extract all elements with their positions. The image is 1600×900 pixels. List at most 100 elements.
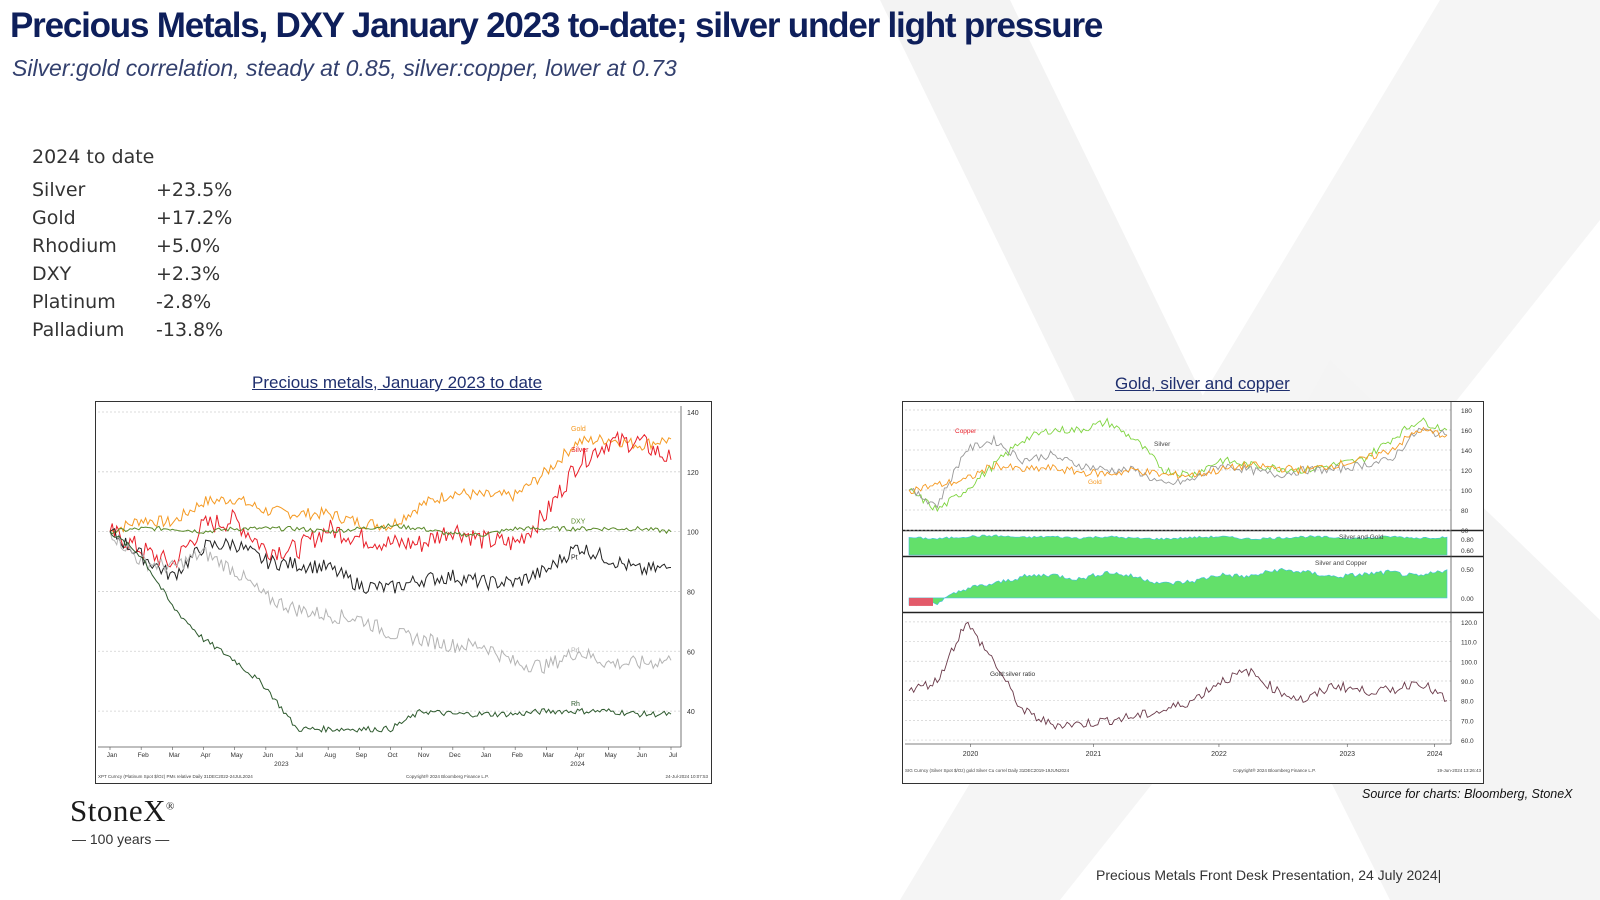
y-tick-label: 80 (1461, 508, 1469, 515)
ytd-name: Gold (32, 207, 76, 229)
y-tick-label: 110.0 (1461, 640, 1477, 647)
ytd-row: DXY +2.3% (32, 260, 232, 288)
series-label: Silver (571, 447, 589, 454)
panel-label: Silver and Copper (1315, 560, 1368, 567)
y-tick-label: 0.80 (1461, 537, 1474, 544)
panel-label: Gold:silver ratio (990, 671, 1036, 678)
y-tick-label: 60.0 (1461, 738, 1474, 745)
logo-subtitle: — 100 years — (72, 831, 170, 847)
y-tick-label: 120 (687, 470, 699, 477)
y-tick-label: 80.0 (1461, 699, 1474, 706)
x-tick-label: 2023 (1339, 751, 1355, 758)
ytd-row: Palladium -13.8% (32, 316, 232, 344)
x-tick-label: Dec (449, 752, 461, 759)
y-tick-label: 60 (1461, 528, 1469, 535)
ytd-table: 2024 to date Silver +23.5% Gold +17.2% Rhodi… (32, 146, 232, 344)
series-line-copper (908, 417, 1448, 513)
ytd-value: +2.3% (156, 263, 221, 285)
series-line-gold (908, 426, 1448, 495)
x-tick-label: Jan (481, 752, 492, 759)
x-tick-label: 2021 (1086, 751, 1102, 758)
footer-text: Precious Metals Front Desk Presentation,… (1096, 867, 1442, 883)
series-label: Gold (571, 426, 586, 433)
stonex-logo: StoneX® — 100 years — (70, 793, 175, 847)
y-tick-label: 60 (687, 649, 695, 656)
ytd-name: Platinum (32, 291, 116, 313)
series-line-ratio (908, 621, 1448, 730)
year-label: 2024 (570, 761, 585, 768)
series-label: Silver (1154, 441, 1171, 448)
chart-footer: Copyright® 2024 Bloomberg Finance L.P. (406, 773, 489, 779)
page-title: Precious Metals, DXY January 2023 to-dat… (10, 6, 1103, 45)
series-label: Pt (571, 555, 578, 562)
x-tick-label: 2020 (963, 751, 979, 758)
ytd-row: Rhodium +5.0% (32, 232, 232, 260)
chart-footer: 24-Jul-2024 10:07:53 (665, 774, 708, 779)
x-tick-label: Jul (295, 752, 304, 759)
x-tick-label: Sep (356, 752, 368, 759)
x-tick-label: 2022 (1211, 751, 1227, 758)
x-tick-label: Nov (418, 752, 430, 759)
ytd-value: -2.8% (156, 291, 212, 313)
series-line-gold (109, 433, 672, 536)
ytd-name: Silver (32, 179, 86, 201)
series-label: DXY (571, 519, 586, 526)
chart-footer: SIG Curncy (Silver Spot $/Oz) gold Silve… (905, 768, 1070, 773)
y-tick-label: 100 (687, 530, 699, 537)
chart1-title: Precious metals, January 2023 to date (252, 373, 543, 392)
x-tick-label: Mar (169, 752, 181, 759)
page-subtitle: Silver:gold correlation, steady at 0.85,… (12, 55, 677, 81)
chart-footer: 19-Jun-2024 13:26:43 (1437, 768, 1482, 773)
x-tick-label: May (231, 752, 244, 759)
ytd-rows: Silver +23.5% Gold +17.2% Rhodium +5.0% DXY +2.… (32, 176, 232, 344)
series-line-dxy (109, 523, 672, 538)
ytd-row: Silver +23.5% (32, 176, 232, 204)
y-tick-label: 180 (1461, 408, 1472, 415)
ytd-heading: 2024 to date (32, 146, 155, 168)
series-label: Copper (955, 428, 977, 435)
ytd-value: +23.5% (156, 179, 233, 201)
series-label: Pd (571, 647, 580, 654)
y-tick-label: 70.0 (1461, 718, 1474, 725)
negative-area (909, 597, 933, 606)
y-tick-label: 40 (687, 709, 695, 716)
series-line-rh (109, 531, 672, 734)
x-tick-label: Aug (324, 752, 336, 759)
ytd-row: Platinum -2.8% (32, 288, 232, 316)
precious-metals-chart: 40 60 80 100 120 140 Gold Silver DXY Pt Pd Rh Jan Feb… (98, 406, 708, 779)
x-tick-label: Apr (574, 752, 585, 759)
x-tick-label: Feb (138, 752, 150, 759)
ytd-value: -13.8% (156, 319, 224, 341)
ytd-row: Gold +17.2% (32, 204, 232, 232)
series-line-silver (109, 430, 672, 569)
x-tick-label: Jul (669, 752, 678, 759)
ytd-name: Palladium (32, 319, 125, 341)
y-tick-label: 0.60 (1461, 548, 1474, 555)
logo-name: StoneX® (70, 793, 175, 828)
area-fill (908, 534, 1448, 556)
x-tick-label: Apr (200, 752, 211, 759)
y-tick-label: 120.0 (1461, 620, 1478, 627)
x-tick-label: Jan (107, 752, 118, 759)
y-tick-label: 100 (1461, 488, 1472, 495)
year-label: 2023 (274, 761, 289, 768)
chart2-title: Gold, silver and copper (1115, 374, 1290, 393)
x-tick-label: Jun (263, 752, 274, 759)
y-tick-label: 0.50 (1461, 567, 1474, 574)
x-tick-label: Oct (387, 752, 397, 759)
ytd-value: +5.0% (156, 235, 221, 257)
panel-label: Silver and Gold (1339, 534, 1384, 541)
y-tick-label: 0.00 (1461, 596, 1474, 603)
ytd-name: DXY (32, 263, 72, 285)
series-label: Gold (1088, 479, 1102, 486)
gold-silver-copper-chart: 60 80 100 120 140 160 180 Copper Silver Gold 0.80 0… (903, 402, 1483, 773)
x-tick-label: Feb (512, 752, 524, 759)
chart2-frame: 60 80 100 120 140 160 180 Copper Silver Gold 0.80 0… (902, 401, 1484, 784)
y-tick-label: 100.0 (1461, 659, 1478, 666)
y-tick-label: 80 (687, 589, 695, 596)
area-fill (908, 567, 1448, 607)
y-tick-label: 90.0 (1461, 679, 1474, 686)
y-tick-label: 140 (687, 410, 699, 417)
ytd-name: Rhodium (32, 235, 117, 257)
y-tick-label: 160 (1461, 428, 1472, 435)
